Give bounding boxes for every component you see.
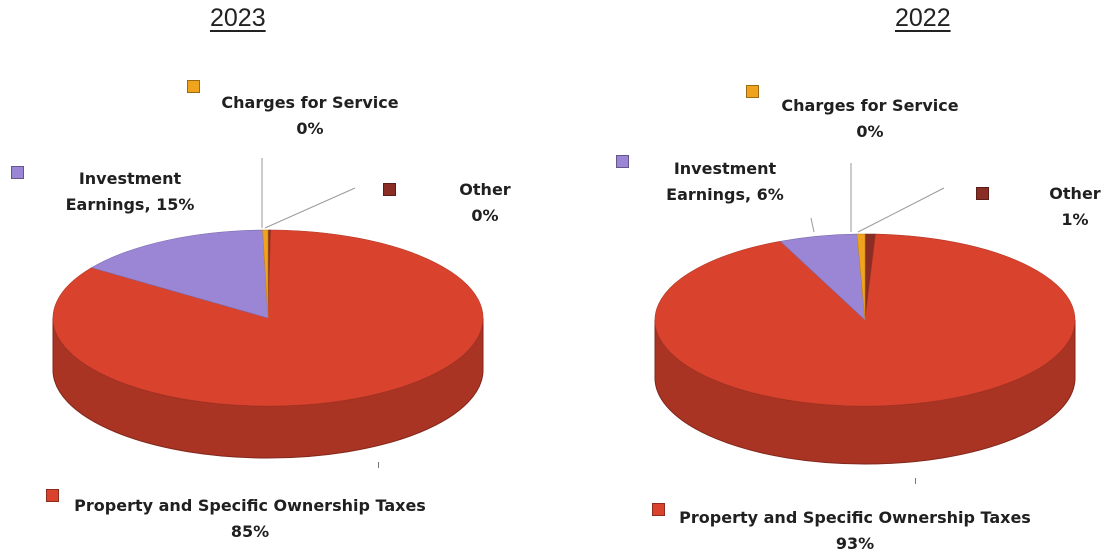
label-other-2023: Other 0% bbox=[459, 180, 511, 225]
chart-title-2023: 2023 bbox=[210, 4, 266, 32]
label-property-2023: Property and Specific Ownership Taxes 85% bbox=[74, 496, 426, 541]
label-investment-2023: Investment Earnings, 15% bbox=[65, 169, 195, 214]
swatch-other-2022 bbox=[976, 187, 989, 200]
swatch-other-2023 bbox=[383, 183, 396, 196]
pie-slice-charges-2023 bbox=[262, 229, 269, 319]
pie-2022 bbox=[654, 163, 1076, 465]
swatch-property-2023 bbox=[46, 489, 59, 502]
pie-2023 bbox=[52, 158, 484, 459]
chart-title-2022: 2022 bbox=[895, 4, 951, 32]
leader-line-2023-1 bbox=[264, 187, 356, 229]
swatch-investment-2023 bbox=[11, 166, 24, 179]
pie-slice-property-2023 bbox=[52, 229, 484, 407]
swatch-charges-2023 bbox=[187, 80, 200, 93]
pie-slice-investment-2023 bbox=[90, 229, 269, 319]
pie-slice-charges-2022 bbox=[856, 233, 866, 321]
label-charges-2023: Charges for Service 0% bbox=[221, 93, 399, 138]
swatch-property-2022 bbox=[652, 503, 665, 516]
leader-line-2022-2 bbox=[810, 217, 815, 233]
swatch-investment-2022 bbox=[616, 155, 629, 168]
label-investment-2022: Investment Earnings, 6% bbox=[666, 159, 784, 204]
leader-line-2022-1 bbox=[857, 187, 945, 233]
axis-tick-2022 bbox=[915, 478, 916, 484]
swatch-charges-2022 bbox=[746, 85, 759, 98]
label-other-2022: Other 1% bbox=[1049, 184, 1101, 229]
label-charges-2022: Charges for Service 0% bbox=[781, 96, 959, 141]
label-property-2022: Property and Specific Ownership Taxes 93% bbox=[679, 508, 1031, 553]
axis-tick-2023 bbox=[378, 462, 379, 468]
